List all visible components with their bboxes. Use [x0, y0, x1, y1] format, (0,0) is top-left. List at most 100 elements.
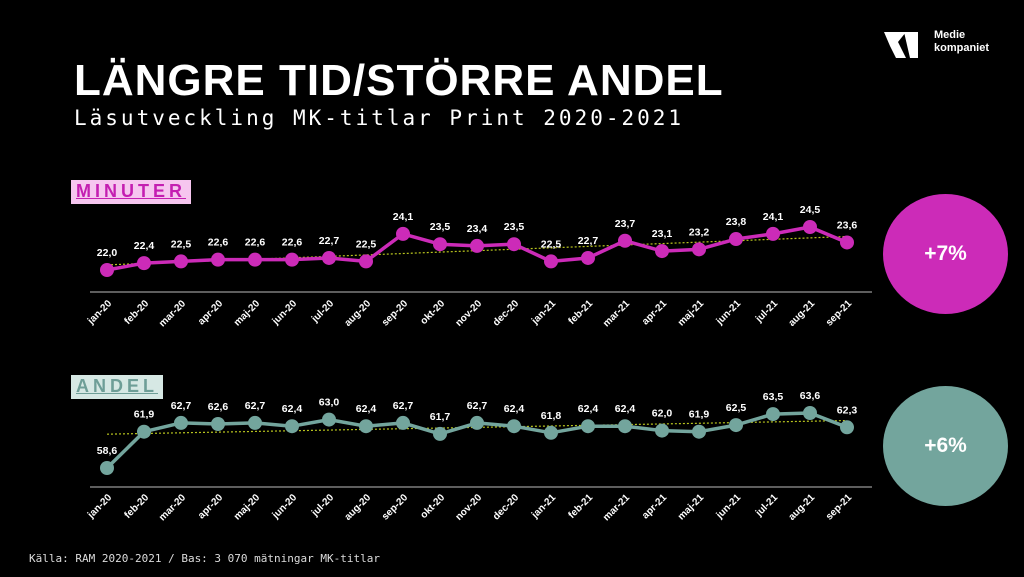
minuter-data-label: 23,7: [615, 218, 636, 230]
minuter-point: [470, 238, 484, 253]
andel-data-label: 58,6: [97, 445, 118, 457]
andel-data-label: 63,6: [800, 390, 821, 402]
andel-point: [729, 418, 743, 433]
andel-data-label: 62,4: [578, 403, 599, 415]
andel-tick-label: jan-21: [529, 492, 558, 521]
minuter-point: [322, 250, 336, 265]
andel-tick-label: aug-21: [787, 492, 818, 523]
minuter-data-label: 23,8: [726, 216, 747, 228]
minuter-data-label: 23,1: [652, 228, 673, 240]
andel-data-label: 62,7: [393, 400, 414, 412]
minuter-point: [248, 252, 262, 267]
minuter-tick-label: sep-20: [380, 298, 410, 328]
andel-tick-label: apr-21: [640, 492, 669, 521]
minuter-data-label: 22,5: [171, 238, 192, 250]
andel-tick-label: sep-20: [380, 492, 410, 522]
minuter-tick-label: jan-20: [85, 298, 114, 327]
minuter-tick-label: mar-20: [157, 298, 188, 329]
minuter-point: [396, 226, 410, 241]
minuter-point: [433, 237, 447, 252]
minuter-tick-label: aug-20: [343, 298, 374, 329]
andel-tick-label: nov-20: [454, 492, 485, 523]
minuter-tick-label: jul-20: [309, 298, 336, 325]
minuter-point: [137, 256, 151, 271]
minuter-point: [285, 252, 299, 267]
minuter-tick-label: maj-20: [232, 298, 262, 328]
andel-data-label: 62,5: [726, 402, 747, 414]
andel-change-text: +6%: [924, 434, 967, 457]
minuter-point: [174, 254, 188, 269]
andel-data-label: 62,4: [282, 403, 303, 415]
minuter-data-label: 22,6: [282, 237, 303, 249]
minuter-point: [507, 237, 521, 252]
minuter-data-label: 22,6: [208, 237, 229, 249]
andel-point: [396, 415, 410, 430]
andel-data-label: 62,3: [837, 404, 858, 416]
minuter-point: [729, 232, 743, 247]
andel-tick-label: sep-21: [824, 492, 854, 522]
andel-tick-label: jul-20: [309, 492, 336, 519]
andel-point: [507, 419, 521, 434]
andel-data-label: 61,7: [430, 411, 451, 423]
andel-point: [803, 406, 817, 420]
andel-point: [544, 425, 558, 440]
andel-point: [433, 426, 447, 441]
andel-point: [100, 461, 114, 475]
minuter-data-label: 22,5: [541, 238, 562, 250]
andel-label: ANDEL: [71, 375, 163, 399]
minuter-point: [581, 250, 595, 265]
minuter-data-label: 24,1: [393, 211, 414, 223]
minuter-label: MINUTER: [71, 180, 191, 204]
minuter-data-label: 23,2: [689, 226, 710, 238]
minuter-point: [655, 244, 669, 259]
andel-tick-label: mar-20: [157, 492, 188, 523]
minuter-change-badge: +7%: [883, 194, 1008, 314]
andel-tick-label: apr-20: [196, 492, 225, 521]
minuter-tick-label: feb-21: [567, 298, 596, 327]
andel-data-label: 62,4: [356, 403, 377, 415]
andel-point: [581, 419, 595, 434]
minuter-point: [840, 235, 854, 250]
andel-point: [248, 415, 262, 430]
andel-point: [692, 424, 706, 439]
andel-tick-label: mar-21: [601, 492, 632, 523]
minuter-point: [618, 233, 632, 248]
andel-trendline: [106, 419, 848, 435]
andel-point: [840, 420, 854, 435]
minuter-data-label: 22,0: [97, 247, 118, 259]
minuter-data-label: 22,5: [356, 238, 377, 250]
andel-tick-label: aug-20: [343, 492, 374, 523]
minuter-tick-label: okt-20: [419, 298, 448, 327]
minuter-tick-label: sep-21: [824, 298, 854, 328]
andel-data-label: 62,7: [171, 400, 192, 412]
andel-data-label: 62,7: [245, 400, 266, 412]
minuter-tick-label: apr-21: [640, 298, 669, 327]
minuter-change-text: +7%: [924, 242, 967, 265]
andel-point: [470, 415, 484, 430]
minuter-data-label: 23,5: [430, 221, 451, 233]
andel-tick-label: maj-21: [676, 492, 706, 522]
minuter-tick-label: feb-20: [123, 298, 152, 327]
andel-data-label: 61,8: [541, 410, 562, 422]
minuter-tick-label: dec-20: [491, 298, 521, 328]
minuter-data-label: 22,6: [245, 237, 266, 249]
andel-data-label: 62,0: [652, 408, 673, 420]
andel-tick-label: feb-21: [567, 492, 596, 521]
andel-tick-label: jun-21: [714, 492, 744, 522]
andel-tick-label: okt-20: [419, 492, 448, 521]
andel-tick-label: feb-20: [123, 492, 152, 521]
minuter-tick-label: maj-21: [676, 298, 706, 328]
minuter-point: [692, 242, 706, 257]
minuter-tick-label: jun-20: [270, 298, 300, 328]
minuter-tick-label: jan-21: [529, 298, 558, 327]
andel-point: [655, 423, 669, 438]
minuter-data-label: 23,6: [837, 219, 858, 231]
minuter-point: [803, 220, 817, 234]
andel-data-label: 61,9: [134, 409, 155, 421]
andel-point: [322, 412, 336, 427]
andel-point: [766, 407, 780, 422]
andel-point: [285, 419, 299, 434]
minuter-data-label: 22,7: [319, 235, 340, 247]
andel-tick-label: jun-20: [270, 492, 300, 522]
